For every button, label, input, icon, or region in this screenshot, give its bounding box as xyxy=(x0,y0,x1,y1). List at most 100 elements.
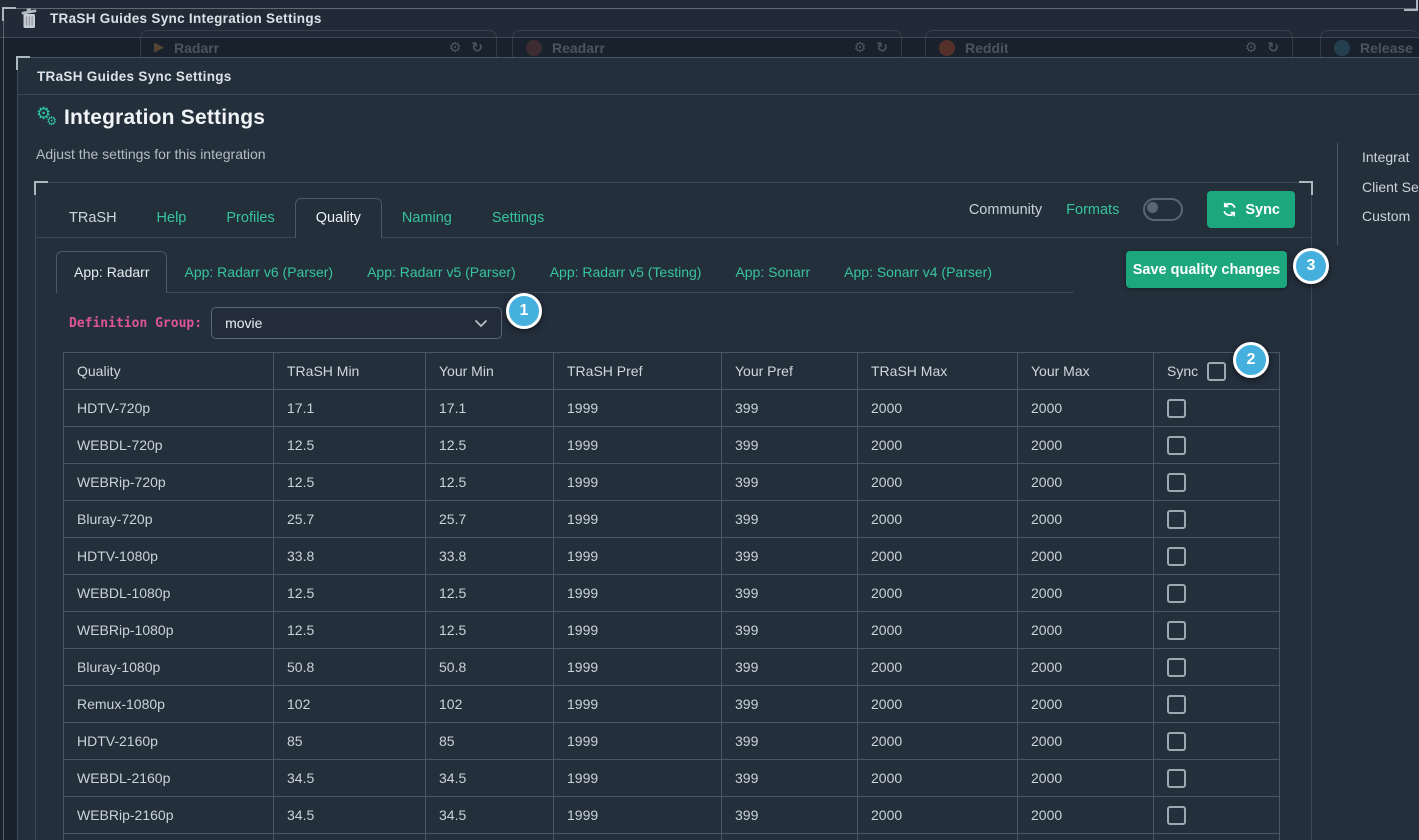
cell-sync xyxy=(1154,390,1280,427)
cell-your-min[interactable]: 12.5 xyxy=(426,612,554,649)
col-trash-max: TRaSH Max xyxy=(858,353,1018,390)
cell-your-pref[interactable]: 399 xyxy=(722,390,858,427)
background-app-label: Radarr xyxy=(174,40,219,56)
cell-your-max[interactable]: 2000 xyxy=(1018,501,1154,538)
gear-icon: ⚙ xyxy=(854,40,867,56)
sync-button[interactable]: Sync xyxy=(1207,191,1295,228)
cell-sync xyxy=(1154,797,1280,834)
readarr-icon xyxy=(526,40,542,56)
cell-your-pref[interactable]: 399 xyxy=(722,723,858,760)
cell-sync xyxy=(1154,612,1280,649)
cell-your-pref[interactable]: 399 xyxy=(722,760,858,797)
cell-sync xyxy=(1154,723,1280,760)
cell-your-min[interactable]: 34.5 xyxy=(426,797,554,834)
tab-quality[interactable]: Quality xyxy=(295,198,382,238)
app-tab-radarr[interactable]: App: Radarr xyxy=(56,251,167,293)
cell-your-max[interactable]: 2000 xyxy=(1018,538,1154,575)
cell-your-min[interactable]: 34.5 xyxy=(426,760,554,797)
sidenav-item-client[interactable]: Client Se xyxy=(1362,179,1419,195)
cell-your-pref[interactable]: 399 xyxy=(722,501,858,538)
row-sync-checkbox[interactable] xyxy=(1167,769,1186,788)
cell-your-min[interactable]: 50.8 xyxy=(426,649,554,686)
table-row: WEBRip-2160p 34.5 34.5 1999 399 2000 200… xyxy=(64,797,1280,834)
row-sync-checkbox[interactable] xyxy=(1167,658,1186,677)
cell-your-max[interactable]: 2000 xyxy=(1018,760,1154,797)
cell-sync xyxy=(1154,760,1280,797)
toggle-knob xyxy=(1147,202,1158,213)
cell-your-max[interactable]: 2000 xyxy=(1018,464,1154,501)
table-row: WEBDL-1080p 12.5 12.5 1999 399 2000 2000 xyxy=(64,575,1280,612)
cell-your-max[interactable]: 2000 xyxy=(1018,427,1154,464)
cell-your-pref[interactable]: 399 xyxy=(722,538,858,575)
tabbar-right: Community Formats Sync xyxy=(969,191,1295,228)
cell-trash-min: 50.8 xyxy=(274,649,426,686)
definition-group-row: Definition Group: movie xyxy=(69,307,1311,339)
app-tab-radarr-v5-parser[interactable]: App: Radarr v5 (Parser) xyxy=(350,252,533,292)
cell-your-min[interactable]: 85 xyxy=(426,723,554,760)
cell-your-pref[interactable]: 399 xyxy=(722,797,858,834)
toggle-switch[interactable] xyxy=(1143,198,1183,221)
app-tab-sonarr[interactable]: App: Sonarr xyxy=(718,252,827,292)
formats-link[interactable]: Formats xyxy=(1066,202,1119,218)
cell-quality: WEBRip-1080p xyxy=(64,612,274,649)
cell-trash-min: 25.7 xyxy=(274,501,426,538)
row-sync-checkbox[interactable] xyxy=(1167,806,1186,825)
app-tab-radarr-v6-parser[interactable]: App: Radarr v6 (Parser) xyxy=(167,252,350,292)
row-sync-checkbox[interactable] xyxy=(1167,399,1186,418)
cell-your-pref[interactable]: 399 xyxy=(722,464,858,501)
cell-trash-max: 2000 xyxy=(858,464,1018,501)
tab-trash[interactable]: TRaSH xyxy=(49,199,137,237)
sync-all-checkbox[interactable] xyxy=(1207,362,1226,381)
cell-your-max[interactable]: 2000 xyxy=(1018,612,1154,649)
cell-your-max[interactable]: 2000 xyxy=(1018,686,1154,723)
cell-your-min[interactable]: 17.1 xyxy=(426,390,554,427)
cell-trash-min: 12.5 xyxy=(274,427,426,464)
cell-your-max[interactable]: 2000 xyxy=(1018,390,1154,427)
app-tab-radarr-v5-testing[interactable]: App: Radarr v5 (Testing) xyxy=(533,252,719,292)
row-sync-checkbox[interactable] xyxy=(1167,436,1186,455)
cell-your-pref[interactable]: 399 xyxy=(722,686,858,723)
cell-sync xyxy=(1154,427,1280,464)
page-title: Integration Settings xyxy=(64,106,265,130)
cell-quality: HDTV-1080p xyxy=(64,538,274,575)
sync-header-label: Sync xyxy=(1167,363,1198,379)
cell-your-min[interactable]: 25.7 xyxy=(426,501,554,538)
definition-group-select[interactable]: movie xyxy=(211,307,502,339)
dimmed-background: ▶ Radarr ⚙ ↻ Readarr ⚙ ↻ Reddit ⚙ ↻ Rele… xyxy=(0,29,1419,57)
cell-quality: WEBDL-720p xyxy=(64,427,274,464)
cell-your-min[interactable]: 12.5 xyxy=(426,427,554,464)
cell-your-min[interactable]: 12.5 xyxy=(426,464,554,501)
row-sync-checkbox[interactable] xyxy=(1167,510,1186,529)
community-link[interactable]: Community xyxy=(969,202,1042,218)
row-sync-checkbox[interactable] xyxy=(1167,547,1186,566)
tab-profiles[interactable]: Profiles xyxy=(206,199,294,237)
tab-naming[interactable]: Naming xyxy=(382,199,472,237)
chevron-down-icon xyxy=(474,319,488,328)
row-sync-checkbox[interactable] xyxy=(1167,473,1186,492)
cell-your-pref[interactable]: 399 xyxy=(722,427,858,464)
tab-settings[interactable]: Settings xyxy=(472,199,564,237)
cell-your-max[interactable]: 2000 xyxy=(1018,649,1154,686)
cell-your-min[interactable]: 33.8 xyxy=(426,538,554,575)
row-sync-checkbox[interactable] xyxy=(1167,695,1186,714)
cell-trash-pref: 1999 xyxy=(554,538,722,575)
save-quality-button[interactable]: Save quality changes xyxy=(1126,251,1287,288)
sidenav-item-integration[interactable]: Integrat xyxy=(1362,149,1409,165)
table-row: WEBDL-2160p 34.5 34.5 1999 399 2000 2000 xyxy=(64,760,1280,797)
cell-your-max[interactable]: 2000 xyxy=(1018,797,1154,834)
cell-trash-pref: 1999 xyxy=(554,612,722,649)
cell-your-pref[interactable]: 399 xyxy=(722,612,858,649)
cell-your-pref[interactable]: 399 xyxy=(722,575,858,612)
tab-help[interactable]: Help xyxy=(137,199,207,237)
sidenav-item-custom[interactable]: Custom xyxy=(1362,208,1410,224)
callout-badge-1: 1 xyxy=(506,293,542,329)
cell-your-min[interactable]: 102 xyxy=(426,686,554,723)
row-sync-checkbox[interactable] xyxy=(1167,732,1186,751)
row-sync-checkbox[interactable] xyxy=(1167,621,1186,640)
cell-your-max[interactable]: 2000 xyxy=(1018,575,1154,612)
cell-your-min[interactable]: 12.5 xyxy=(426,575,554,612)
app-tab-sonarr-v4-parser[interactable]: App: Sonarr v4 (Parser) xyxy=(827,252,1009,292)
row-sync-checkbox[interactable] xyxy=(1167,584,1186,603)
cell-your-max[interactable]: 2000 xyxy=(1018,723,1154,760)
cell-your-pref[interactable]: 399 xyxy=(722,649,858,686)
